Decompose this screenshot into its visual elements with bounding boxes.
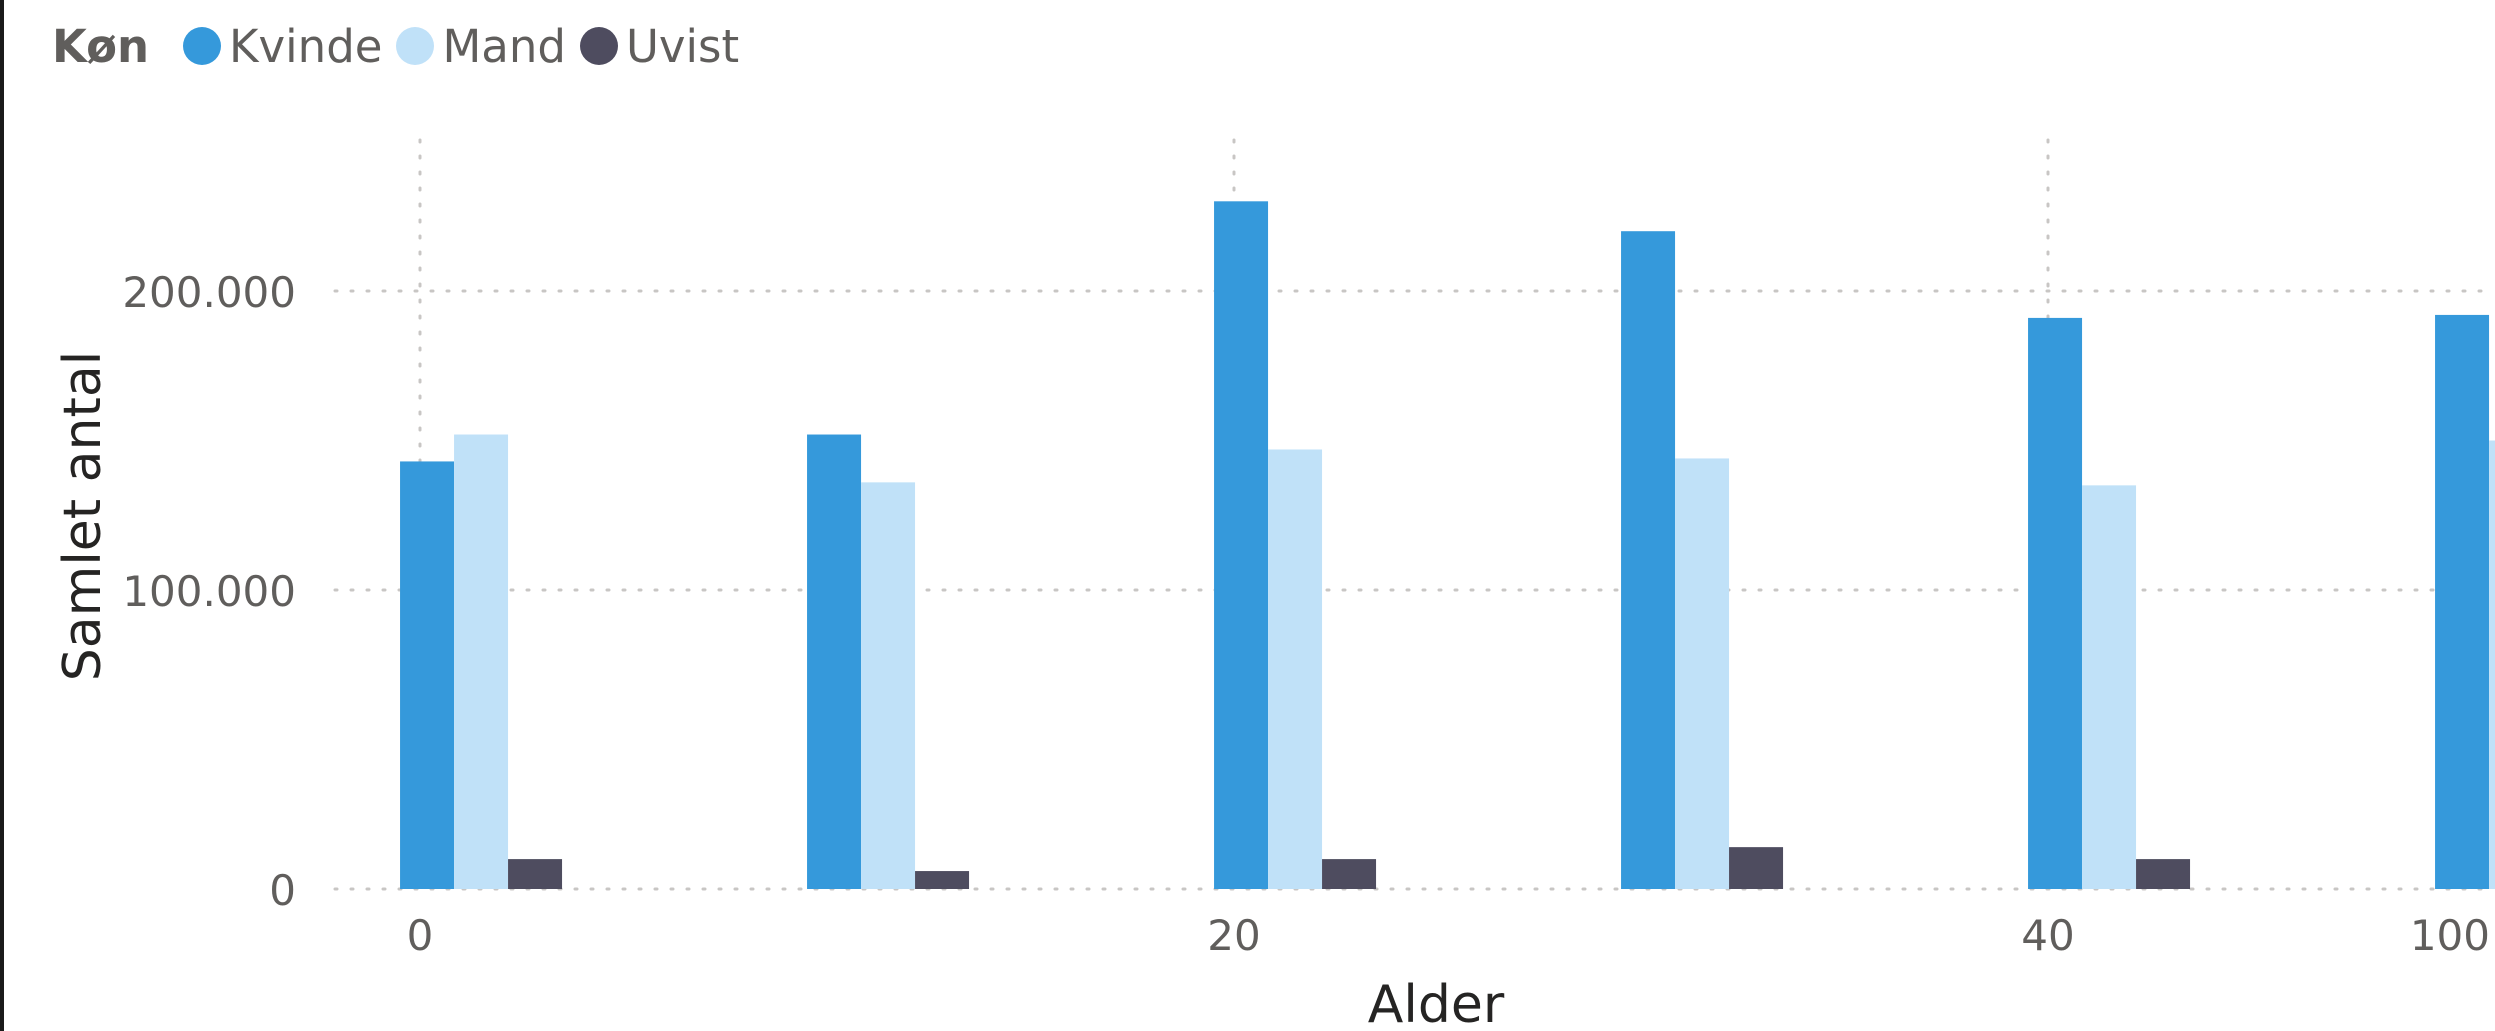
legend: Køn Kvinde Mand Uvist bbox=[52, 12, 753, 80]
legend-title: Køn bbox=[52, 19, 150, 73]
gridlines bbox=[333, 138, 2495, 891]
x-axis-label: Alder bbox=[1368, 975, 1505, 1031]
frame-border bbox=[0, 0, 4, 1031]
x-tick-label: 20 bbox=[1207, 911, 1260, 960]
bar-kvinde-0[interactable] bbox=[400, 461, 455, 889]
legend-dot-uvist bbox=[579, 27, 618, 65]
legend-item-mand[interactable]: Mand bbox=[396, 20, 566, 73]
legend-label-mand: Mand bbox=[442, 19, 566, 73]
bar-kvinde-30[interactable] bbox=[1621, 231, 1676, 889]
y-tick-label: 0 bbox=[269, 866, 296, 915]
bar-uvist-40[interactable] bbox=[2136, 859, 2191, 889]
bar-uvist-0[interactable] bbox=[508, 859, 563, 889]
bar-uvist-20[interactable] bbox=[1322, 859, 1377, 889]
legend-item-uvist[interactable]: Uvist bbox=[579, 19, 740, 73]
legend-item-kvinde[interactable]: Kvinde bbox=[183, 20, 382, 73]
bar-kvinde-40[interactable] bbox=[2028, 317, 2083, 889]
bar-mand-40[interactable] bbox=[2082, 485, 2137, 889]
x-tick-label: 40 bbox=[2021, 911, 2074, 960]
bar-mand-10[interactable] bbox=[861, 482, 916, 889]
bar-kvinde-10[interactable] bbox=[807, 434, 862, 889]
x-tick-label: 100 bbox=[2410, 911, 2490, 960]
x-tick-label: 0 bbox=[407, 911, 434, 960]
legend-dot-mand bbox=[396, 27, 435, 65]
bar-mand-30[interactable] bbox=[1675, 458, 1730, 889]
bars bbox=[400, 201, 2495, 890]
legend-dot-kvinde bbox=[183, 27, 222, 65]
bar-kvinde-50[interactable] bbox=[2435, 314, 2490, 889]
legend-label-kvinde: Kvinde bbox=[229, 19, 383, 73]
bar-mand-0[interactable] bbox=[454, 434, 509, 889]
legend-label-uvist: Uvist bbox=[625, 19, 740, 73]
bar-kvinde-20[interactable] bbox=[1214, 201, 1269, 890]
y-axis-label: Samlet antal bbox=[53, 351, 113, 681]
bar-uvist-30[interactable] bbox=[1729, 847, 1784, 889]
y-tick-label: 100.000 bbox=[122, 567, 296, 616]
bar-mand-50[interactable] bbox=[2489, 440, 2495, 890]
bar-mand-20[interactable] bbox=[1268, 449, 1323, 889]
x-axis-ticks: 020406080100 bbox=[407, 911, 2490, 960]
bar-uvist-10[interactable] bbox=[915, 871, 970, 889]
y-tick-label: 200.000 bbox=[122, 268, 296, 317]
y-axis-ticks: 0 100.000 200.000 bbox=[122, 268, 296, 915]
